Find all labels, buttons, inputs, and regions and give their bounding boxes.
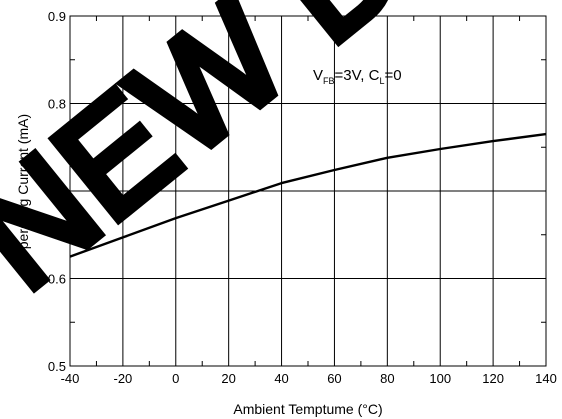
watermark-text: NEW DESIGN <box>0 0 562 324</box>
x-tick-label: 60 <box>327 371 341 386</box>
x-tick-label: -20 <box>113 371 132 386</box>
x-tick-label: 80 <box>380 371 394 386</box>
series-line <box>69 132 547 258</box>
y-axis-label: Operating Current (mA) <box>15 114 31 260</box>
y-tick-labels: 0.5 0.6 0.7 0.8 0.9 <box>48 9 66 374</box>
plot-area <box>69 15 547 367</box>
y-tick-label: 0.5 <box>48 359 66 374</box>
x-axis-label: Ambient Temptume (°C) <box>233 401 382 417</box>
x-tick-label: 100 <box>429 371 451 386</box>
x-tick-label: 140 <box>535 371 557 386</box>
x-tick-label: 0 <box>172 371 179 386</box>
minor-ticks <box>70 16 546 366</box>
x-tick-label: 40 <box>274 371 288 386</box>
x-tick-label: 120 <box>482 371 504 386</box>
y-tick-label: 0.6 <box>48 272 66 287</box>
x-tick-label: -40 <box>61 371 80 386</box>
annotation-text: =0 <box>384 67 401 84</box>
watermark: NEW DESIGN <box>0 0 562 324</box>
y-tick-label: 0.9 <box>48 9 66 24</box>
annotation-text: =3V, C <box>335 67 380 84</box>
x-tick-label: 20 <box>221 371 235 386</box>
annotation-subscript: L <box>379 76 384 86</box>
plot-frame <box>69 15 547 367</box>
y-tick-label: 0.7 <box>48 184 66 199</box>
annotation-text: V <box>313 67 323 84</box>
condition-annotation: VFB=3V, CL=0 <box>313 67 402 86</box>
x-tick-labels: -40 -20 0 20 40 60 80 100 120 140 <box>61 371 557 386</box>
y-tick-label: 0.8 <box>48 97 66 112</box>
annotation-subscript: FB <box>323 76 335 86</box>
